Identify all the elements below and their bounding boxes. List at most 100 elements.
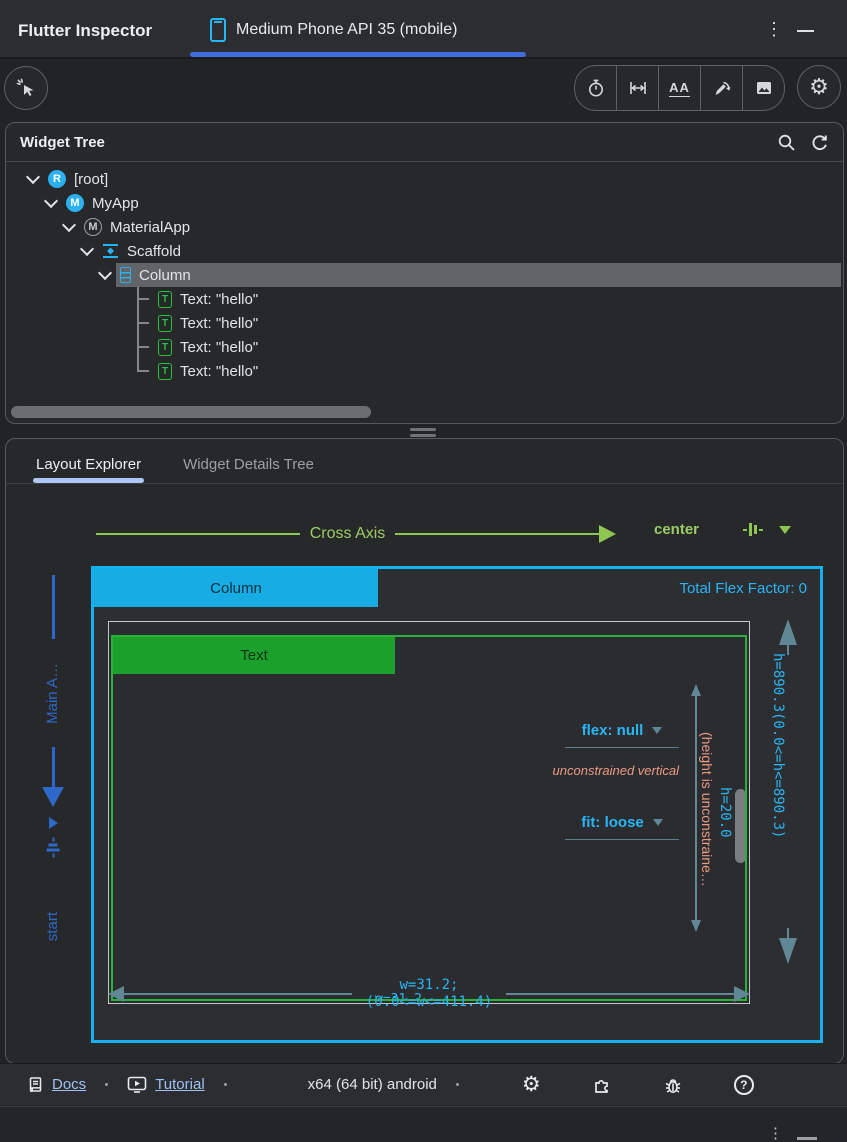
child-height-value: h=20.0 [717,786,733,838]
text-child-tab[interactable]: Text [113,637,395,674]
flex-dropdown[interactable]: flex: null [565,713,679,748]
tree-node-materialapp[interactable]: M MaterialApp [6,215,843,239]
cross-axis-arrowhead [599,525,617,543]
settings-button[interactable]: ⚙ [797,65,841,109]
tree-node-root[interactable]: R [root] [6,167,843,191]
panel-splitter-handle[interactable] [410,428,436,437]
tree-node-text-2[interactable]: T Text: "hello" [6,311,843,335]
chevron-down-icon[interactable] [97,265,113,281]
phone-icon [210,18,226,42]
column-widget-tab[interactable]: Column [94,569,378,607]
cross-axis-alignment-dropdown[interactable]: center [654,521,792,538]
tree-node-label: Text: "hello" [180,314,259,332]
arrow-left-icon [108,986,124,1002]
tree-node-scaffold[interactable]: Scaffold [6,239,843,263]
tree-node-text-1[interactable]: T Text: "hello" [6,287,843,311]
child-height-arrow [690,684,702,932]
tutorial-link-group[interactable]: Tutorial [127,1076,205,1093]
vertical-scrollbar[interactable] [735,789,745,863]
tab-widget-details-tree[interactable]: Widget Details Tree [183,456,314,473]
show-guidelines-button[interactable] [616,66,658,110]
device-tab[interactable]: Medium Phone API 35 (mobile) [190,0,526,57]
refresh-icon[interactable] [810,133,829,152]
main-axis-line [52,575,55,639]
report-bug-icon[interactable] [663,1075,683,1095]
status-bar: Docs Tutorial x64 (64 bit) android ⚙ [0,1063,847,1105]
tree-node-label: [root] [74,170,109,188]
top-bar: Flutter Inspector Medium Phone API 35 (m… [0,0,847,59]
chevron-down-icon[interactable] [79,241,95,257]
minimize-button[interactable] [797,30,814,32]
docs-icon [29,1076,42,1092]
widget-tree-panel: Widget Tree R [root] M My [5,122,844,424]
minimize-icon [797,30,814,32]
text-child-bounds: Text flex: null unconstrained vertical f… [111,635,747,1001]
settings-gear-icon[interactable]: ⚙ [521,1073,541,1096]
tree-node-label: Column [139,266,191,284]
bottom-window-strip: ⋮ [0,1106,847,1142]
inspector-toolbar-group: AA [574,65,785,111]
tree-node-text-4[interactable]: T Text: "hello" [6,359,843,383]
select-widget-mode-button[interactable] [4,66,48,110]
child-width-clipped-label: w=31.2 [375,992,422,1001]
repaint-rainbow-icon [715,81,731,95]
show-baselines-button[interactable]: AA [658,66,700,110]
chevron-down-icon [652,818,663,826]
page-title: Flutter Inspector [18,21,153,40]
tree-node-label: Text: "hello" [180,338,259,356]
tree-connector [136,311,152,335]
tree-node-column-selected[interactable]: Column [6,263,843,287]
width-annotation-text: w=31.2; (0.0<=w<=411.4) [365,977,493,1010]
materialapp-badge-icon: M [84,218,102,236]
widget-tree-list: R [root] M MyApp M MaterialApp [6,162,843,383]
highlight-repaints-button[interactable] [700,66,742,110]
tutorial-video-icon [127,1076,147,1093]
overflow-menu-button[interactable]: ⋮ [765,20,783,40]
horizontal-scrollbar[interactable] [11,406,371,418]
slow-animations-button[interactable] [575,66,616,110]
search-icon[interactable] [777,133,796,152]
separator-dot [455,1083,459,1086]
highlight-oversized-images-button[interactable] [742,66,784,110]
main-axis-alignment-value[interactable]: start [44,912,61,942]
image-icon [756,82,771,94]
tree-node-text-3[interactable]: T Text: "hello" [6,335,843,359]
tutorial-link[interactable]: Tutorial [155,1076,205,1093]
help-icon[interactable]: ? [733,1074,754,1095]
text-widget-icon: T [158,338,172,356]
tree-node-myapp[interactable]: M MyApp [6,191,843,215]
arrow-right-icon [734,986,750,1002]
text-widget-icon: T [158,314,172,332]
scaffold-icon [102,243,119,259]
tree-connector [136,335,152,359]
extensions-puzzle-icon[interactable] [592,1075,612,1095]
kebab-icon: ⋮ [765,19,783,39]
footer-action-icons: ⚙ ? [522,1074,754,1095]
docs-link[interactable]: Docs [52,1076,87,1093]
main-axis-dropdown-caret[interactable] [49,817,58,829]
arrow-up-icon [779,619,797,645]
device-tab-indicator [190,52,526,57]
platform-info: x64 (64 bit) android [307,1076,437,1093]
widget-tree-header: Widget Tree [6,123,843,162]
main-axis-alignment-icon[interactable] [46,837,60,858]
fit-dropdown[interactable]: fit: loose [565,805,679,840]
widget-tree-title: Widget Tree [20,133,105,151]
column-flex-box: Column Total Flex Factor: 0 Text flex: n… [91,566,823,1043]
width-guidelines-icon [629,82,646,94]
chevron-down-icon[interactable] [25,169,41,185]
tab-layout-explorer[interactable]: Layout Explorer [32,456,145,483]
chevron-down-icon[interactable] [43,193,59,209]
text-widget-icon: T [158,290,172,308]
main-axis-arrowhead [42,787,64,807]
height-annotation: h=890.3 (0.0<=h<=890.3) [768,619,808,964]
minimize-icon[interactable] [797,1137,817,1140]
main-axis-line [52,747,55,787]
chevron-down-icon [779,525,792,534]
timer-icon [588,79,603,97]
column-content-bounds: Text flex: null unconstrained vertical f… [108,621,750,1004]
myapp-badge-icon: M [66,194,84,212]
chevron-down-icon[interactable] [61,217,77,233]
kebab-icon[interactable]: ⋮ [768,1125,783,1142]
docs-link-group[interactable]: Docs [26,1076,86,1094]
